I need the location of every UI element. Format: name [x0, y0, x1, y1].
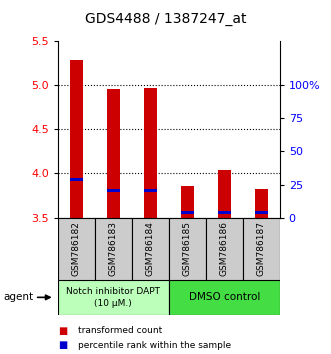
Text: GSM786184: GSM786184	[146, 221, 155, 276]
Text: ■: ■	[58, 340, 67, 350]
Bar	[132, 218, 169, 280]
Bar	[255, 211, 268, 214]
Bar	[181, 211, 194, 214]
Bar	[255, 189, 268, 218]
Bar	[107, 188, 120, 192]
Bar	[144, 188, 157, 192]
Bar	[107, 89, 120, 218]
Bar	[169, 280, 280, 315]
Bar	[181, 186, 194, 218]
Bar	[218, 211, 231, 214]
Bar	[243, 218, 280, 280]
Text: transformed count: transformed count	[78, 326, 162, 336]
Bar	[218, 170, 231, 218]
Text: GSM786183: GSM786183	[109, 221, 118, 276]
Bar	[95, 218, 132, 280]
Bar	[58, 218, 95, 280]
Text: ■: ■	[58, 326, 67, 336]
Text: agent: agent	[3, 292, 33, 302]
Text: GDS4488 / 1387247_at: GDS4488 / 1387247_at	[85, 12, 246, 27]
Bar	[206, 218, 243, 280]
Text: DMSO control: DMSO control	[189, 292, 260, 302]
Text: percentile rank within the sample: percentile rank within the sample	[78, 341, 231, 350]
Bar	[169, 218, 206, 280]
Text: GSM786182: GSM786182	[72, 221, 81, 276]
Bar	[70, 178, 83, 181]
Bar	[70, 60, 83, 218]
Bar	[58, 280, 169, 315]
Text: Notch inhibitor DAPT
(10 μM.): Notch inhibitor DAPT (10 μM.)	[67, 287, 160, 308]
Text: GSM786186: GSM786186	[220, 221, 229, 276]
Bar	[144, 88, 157, 218]
Text: GSM786185: GSM786185	[183, 221, 192, 276]
Text: GSM786187: GSM786187	[257, 221, 266, 276]
